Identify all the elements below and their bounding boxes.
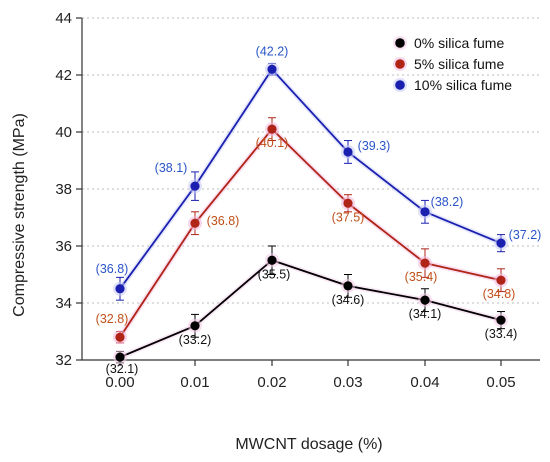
y-axis-title: Compressive strength (MPa) [11,113,28,317]
legend-marker-0 [395,38,405,48]
series-2-line [119,68,502,290]
legend-marker-2 [395,80,405,90]
series-1-data-label-5: (34.8) [483,287,516,301]
legend-marker-1 [395,59,405,69]
y-tick-label-5: 42 [55,67,72,84]
series-0-line [119,259,502,358]
series-1-data-label-3: (37.5) [332,210,365,224]
series-1-data-label-2: (40.1) [256,136,289,150]
x-tick-label-4: 0.04 [410,374,439,391]
x-axis-title: MWCNT dosage (%) [235,436,382,453]
y-tick-label-0: 32 [55,352,72,369]
series-1-point-0 [115,332,125,342]
series-1-point-2 [267,124,277,134]
series-0-data-label-3: (34.6) [332,293,365,307]
series-2-halo [117,66,502,291]
y-tick-label-4: 40 [55,124,72,141]
legend: 0% silica fume 5% silica fume 10% silica f… [393,35,512,93]
series-1-line [119,128,502,338]
series-2-point-4 [420,207,430,217]
series-0-point-2 [267,255,277,265]
series-0-halo [119,257,502,360]
x-tick-label-0: 0.00 [105,374,134,391]
x-tick-label-3: 0.03 [333,374,362,391]
axes: 32 34 36 38 40 42 44 0.00 0.01 0.02 0.03 0.04 0.05 [55,10,540,391]
x-tick-label-5: 0.05 [486,374,515,391]
series-0-data-label-4: (34.1) [409,307,442,321]
series-2-data-label-4: (38.2) [431,195,464,209]
series-2-data-label-3: (39.3) [358,139,391,153]
series-0-data-label-1: (33.2) [179,333,212,347]
series-2-point-1 [190,181,200,191]
x-tick-label-1: 0.01 [180,374,209,391]
series-1-point-1 [190,218,200,228]
series-2-point-3 [343,147,353,157]
legend-label-1: 5% silica fume [414,56,504,72]
series-2-data-label-1: (38.1) [155,161,188,175]
series-2-point-2 [267,64,277,74]
y-tick-label-2: 36 [55,238,72,255]
series-1-point-5 [496,275,506,285]
y-tick-label-6: 44 [55,10,72,27]
series-0-point-1 [190,321,200,331]
series-0-data-label-5: (33.4) [485,327,518,341]
legend-label-2: 10% silica fume [414,77,512,93]
series-2-point-0 [115,284,125,294]
series-0-data-label-0: (32.1) [106,362,139,376]
series-0-point-3 [343,281,353,291]
grid-lines [82,17,540,361]
series-2: (36.8) (38.1) (42.2) (39.3) (38.2) (37.2) [96,44,542,301]
series-0-data-label-2: (35.5) [258,267,291,281]
series-0-point-5 [496,315,506,325]
series-1-point-4 [420,258,430,268]
series-1: (32.8) (36.8) (40.1) (37.5) (35.4) (34.8) [96,117,516,345]
series-2-data-label-0: (36.8) [96,262,129,276]
y-tick-label-3: 38 [55,181,72,198]
series-1-data-label-1: (36.8) [207,214,240,228]
series-1-data-label-0: (32.8) [96,312,129,326]
series-layer: (32.1)(33.2)(35.5)(34.6)(34.1)(33.4)(32.… [96,44,542,376]
series-1-data-label-4: (35.4) [405,270,438,284]
x-tick-label-2: 0.02 [257,374,286,391]
series-2-point-5 [496,238,506,248]
y-tick-label-1: 34 [55,295,72,312]
series-0-point-0 [115,352,125,362]
series-0-point-4 [420,295,430,305]
series-2-data-label-5: (37.2) [509,228,542,242]
legend-label-0: 0% silica fume [414,35,504,51]
series-2-data-label-2: (42.2) [256,44,289,58]
series-1-point-3 [343,198,353,208]
series-0: (32.1) (33.2) (35.5) (34.6) (34.1) (33.4) [106,245,518,376]
